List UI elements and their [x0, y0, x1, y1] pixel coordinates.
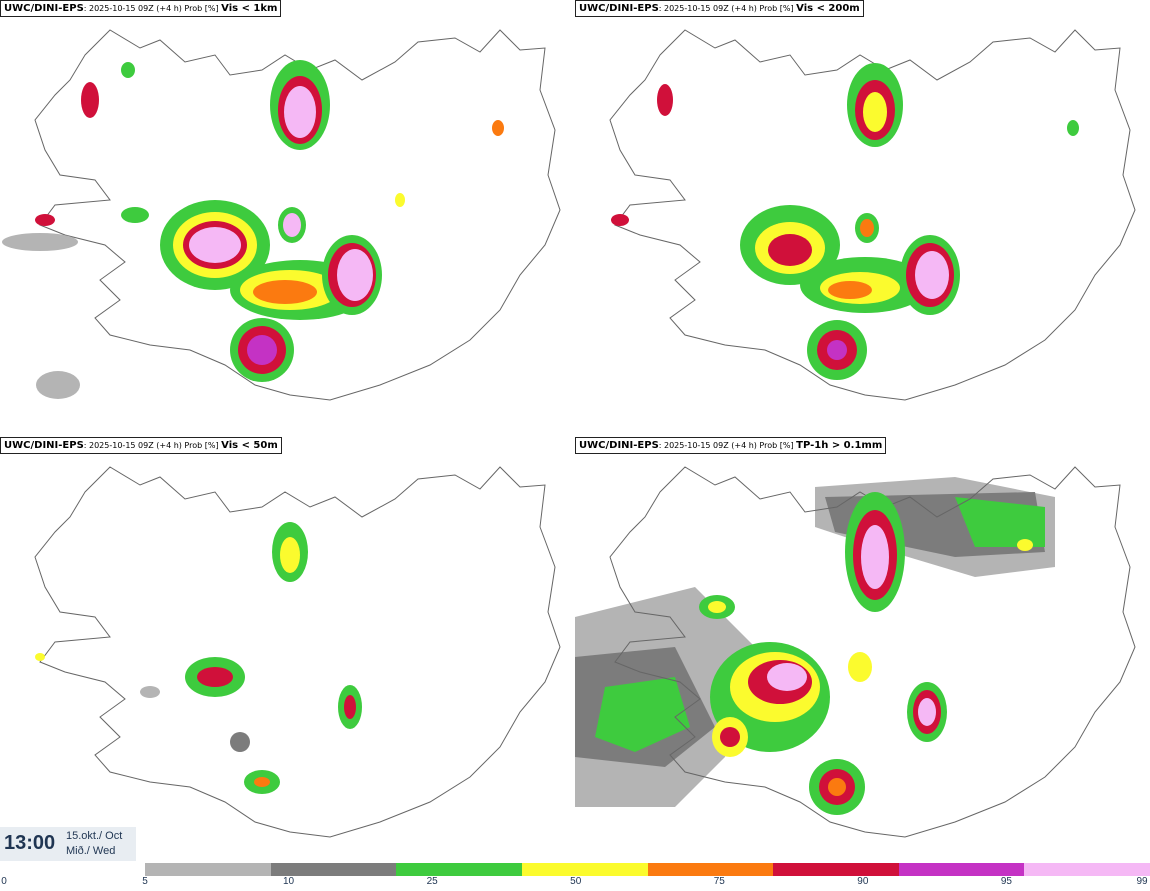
- map-panel-precip: UWC/DINI-EPS: 2025-10-15 09Z (+4 h) Prob…: [575, 437, 1150, 874]
- product-name: UWC/DINI-EPS: [579, 3, 659, 14]
- colorbar-segment: [270, 863, 397, 876]
- map-vis-50m: [34, 466, 561, 838]
- valid-date: 15.okt./ Oct: [66, 830, 123, 842]
- parameter-label: Vis < 200m: [796, 3, 860, 14]
- valid-weekday: Mið./ Wed: [66, 845, 116, 857]
- colorbar-tick-label: 0: [1, 876, 7, 887]
- colorbar-tick-label: 25: [426, 876, 438, 887]
- colorbar-ticks: 0 5 10 25 50 75 90 95 99: [0, 876, 1150, 891]
- colorbar-tick-label: 90: [857, 876, 869, 887]
- map-panel-vis-50m: UWC/DINI-EPS: 2025-10-15 09Z (+4 h) Prob…: [0, 437, 575, 874]
- map-precip: [575, 466, 1136, 838]
- colorbar-tick-label: 5: [142, 876, 148, 887]
- valid-time: 13:00: [4, 832, 56, 854]
- map-vis-1km: [2, 29, 561, 401]
- valid-time-box: 13:00 15.okt./ Oct Mið./ Wed: [0, 827, 136, 861]
- colorbar-segment: [773, 863, 899, 876]
- parameter-label: Vis < 50m: [221, 440, 278, 451]
- colorbar-segment: [647, 863, 774, 876]
- colorbar-segment: [396, 863, 522, 876]
- panel-title: UWC/DINI-EPS: 2025-10-15 09Z (+4 h) Prob…: [575, 0, 864, 17]
- run-meta: : 2025-10-15 09Z (+4 h) Prob [%]: [83, 4, 222, 13]
- colorbar-segment: [1024, 863, 1150, 876]
- colorbar: [145, 863, 1150, 876]
- map-panel-vis-1km: UWC/DINI-EPS: 2025-10-15 09Z (+4 h) Prob…: [0, 0, 575, 437]
- product-name: UWC/DINI-EPS: [4, 3, 84, 14]
- panel-title: UWC/DINI-EPS: 2025-10-15 09Z (+4 h) Prob…: [575, 437, 887, 454]
- parameter-label: TP-1h > 0.1mm: [796, 440, 883, 451]
- run-meta: : 2025-10-15 09Z (+4 h) Prob [%]: [83, 441, 222, 450]
- panel-title: UWC/DINI-EPS: 2025-10-15 09Z (+4 h) Prob…: [0, 437, 282, 454]
- colorbar-tick-label: 75: [713, 876, 725, 887]
- map-vis-200m: [609, 29, 1136, 401]
- parameter-label: Vis < 1km: [221, 3, 278, 14]
- run-meta: : 2025-10-15 09Z (+4 h) Prob [%]: [658, 4, 797, 13]
- colorbar-segment: [145, 863, 271, 876]
- panel-title: UWC/DINI-EPS: 2025-10-15 09Z (+4 h) Prob…: [0, 0, 282, 17]
- map-panel-vis-200m: UWC/DINI-EPS: 2025-10-15 09Z (+4 h) Prob…: [575, 0, 1150, 437]
- colorbar-tick-label: 50: [570, 876, 582, 887]
- colorbar-segment: [898, 863, 1025, 876]
- colorbar-tick-label: 10: [283, 876, 295, 887]
- run-meta: : 2025-10-15 09Z (+4 h) Prob [%]: [658, 441, 797, 450]
- colorbar-tick-label: 99: [1136, 876, 1148, 887]
- colorbar-tick-label: 95: [1000, 876, 1012, 887]
- product-name: UWC/DINI-EPS: [579, 440, 659, 451]
- product-name: UWC/DINI-EPS: [4, 440, 84, 451]
- colorbar-segment: [521, 863, 648, 876]
